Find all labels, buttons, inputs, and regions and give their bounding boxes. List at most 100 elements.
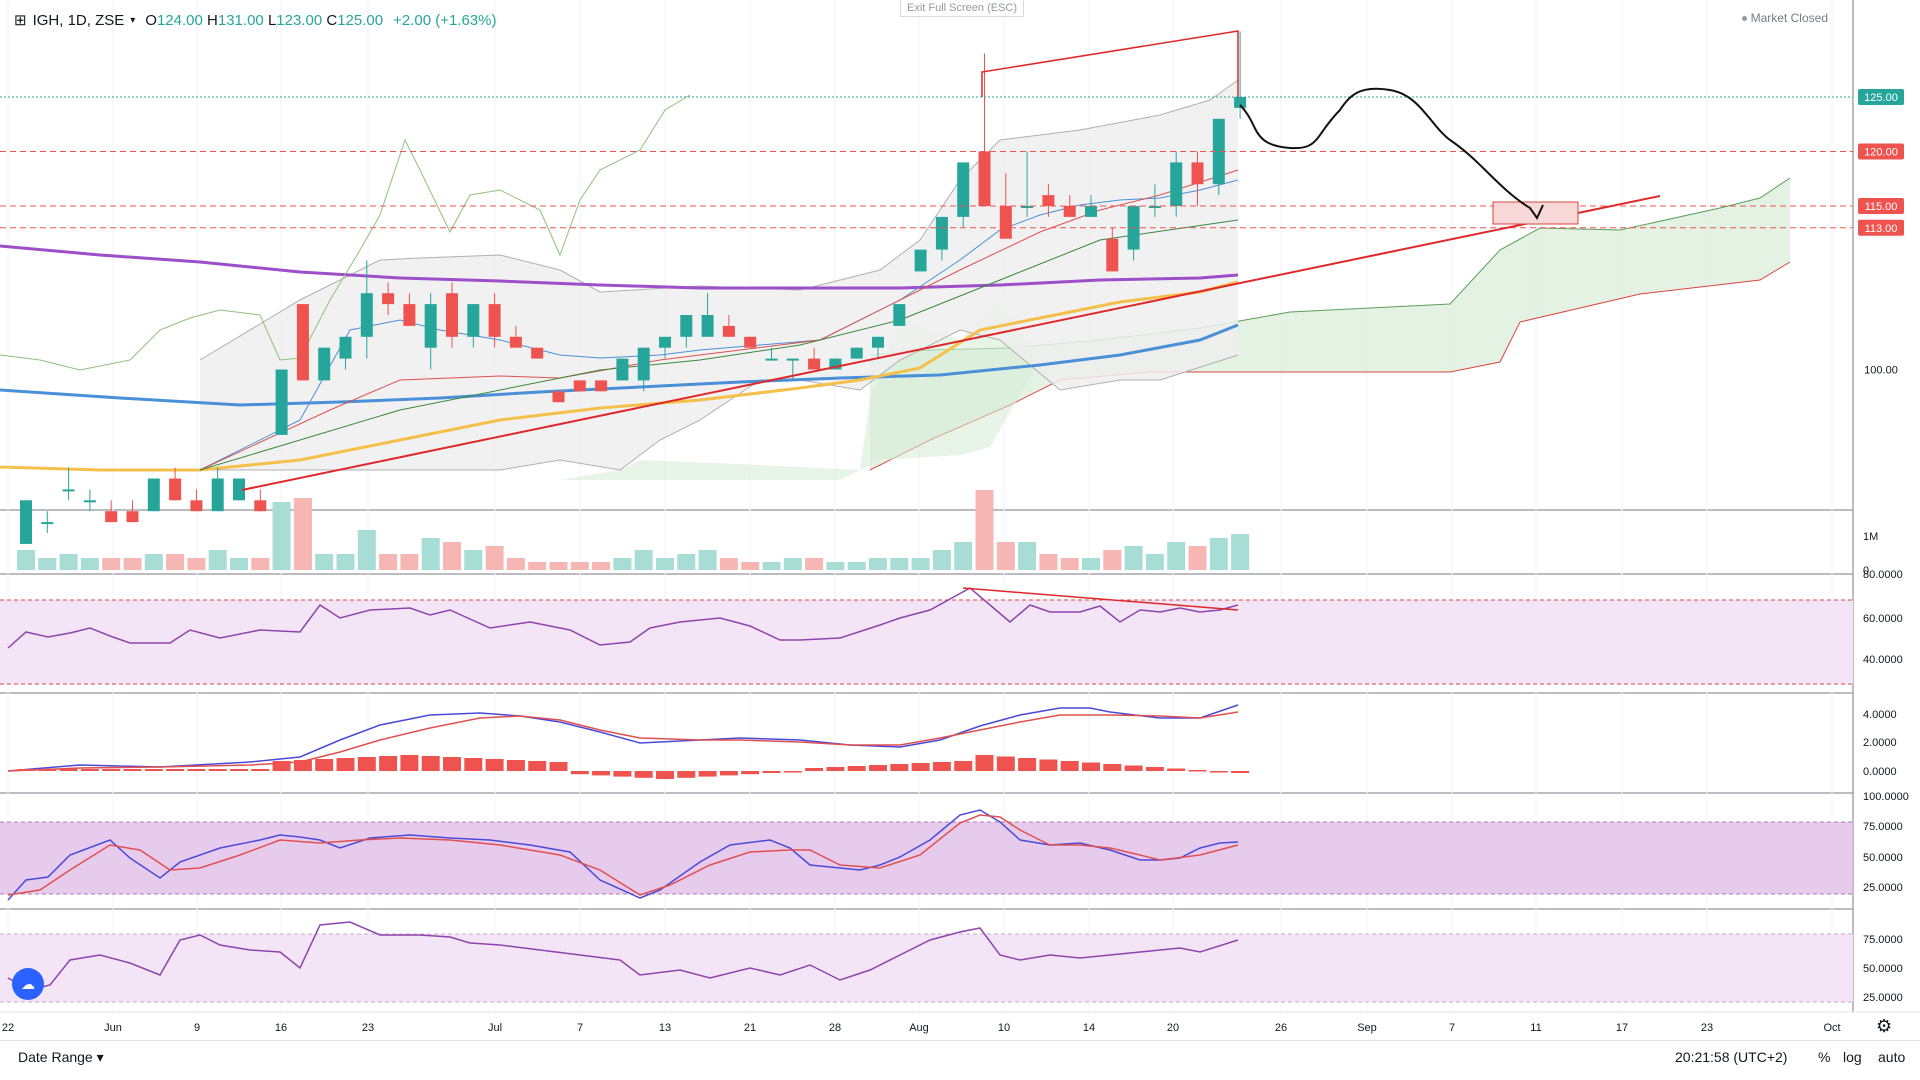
candle-body <box>1085 206 1097 217</box>
volume-bar <box>506 558 525 570</box>
candle-body <box>957 162 970 217</box>
macd-histogram-bar <box>187 769 206 771</box>
candle-body <box>147 478 160 512</box>
x-tick-label: 20 <box>1167 1022 1179 1034</box>
drawings <box>0 30 1853 491</box>
stoch-axis-label: 25.0000 <box>1863 882 1903 894</box>
volume-bar <box>1167 542 1186 570</box>
x-tick-label: Jun <box>104 1022 122 1034</box>
macd-histogram-bar <box>272 761 291 771</box>
exit-fullscreen-button[interactable]: Exit Full Screen (ESC) <box>900 0 1025 17</box>
stoch-d <box>7 814 1239 896</box>
candle-body <box>83 500 96 503</box>
candle-body <box>169 478 182 501</box>
candle-body <box>318 347 331 381</box>
x-tick-label: Oct <box>1823 1022 1840 1034</box>
macd-histogram-bar <box>1209 771 1228 773</box>
symbol-selector[interactable]: ⊞ IGH, 1D, ZSE ▾ <box>14 11 135 30</box>
macd-histogram-bar <box>805 768 824 771</box>
percent-scale-button[interactable]: % <box>1818 1049 1831 1065</box>
macd-histogram-bar <box>421 756 440 771</box>
log-scale-button[interactable]: log <box>1843 1049 1862 1065</box>
volume-bar <box>59 554 78 570</box>
macd-histogram-bar <box>698 771 717 777</box>
candle-body <box>531 347 544 359</box>
volume-bar <box>17 550 35 570</box>
stoch-k <box>7 809 1239 901</box>
price-chart[interactable]: 22 Jun 9 16 23 Jul 7 13 21 28 Aug 10 14 20 26 Sep 7 11 17 2… <box>0 0 1920 1040</box>
ma-50 <box>0 280 1239 472</box>
sub-panes <box>0 490 1853 1003</box>
macd-histogram-bar <box>847 766 866 771</box>
bollinger-upper <box>199 79 1239 361</box>
macd-histogram-bar <box>911 763 930 771</box>
volume-bar <box>1188 546 1207 570</box>
rsi-axis-label: 60.0000 <box>1863 613 1903 625</box>
x-tick-label: Sep <box>1357 1022 1377 1034</box>
candle-body <box>1212 118 1225 185</box>
volume-bar <box>144 554 163 570</box>
macd-histogram-bar <box>1103 764 1122 771</box>
macd-histogram-bar <box>1188 770 1207 772</box>
volume-bar <box>932 550 951 570</box>
volume-bar <box>1124 546 1143 570</box>
symbol-text: IGH, 1D, ZSE <box>32 11 125 29</box>
volume-bar <box>592 562 611 570</box>
chart-header: ⊞ IGH, 1D, ZSE ▾ O124.00 H131.00 L123.00… <box>14 9 496 31</box>
x-tick-label: 23 <box>362 1022 374 1034</box>
macd-histogram-bar <box>464 758 483 771</box>
status-dot-icon <box>1741 15 1747 21</box>
price-tag-113.00 <box>1858 219 1904 236</box>
candle-body <box>893 304 906 326</box>
macd-histogram-bar <box>528 761 547 771</box>
macd-histogram-bar <box>1231 771 1250 773</box>
x-tick-label: Jul <box>488 1022 502 1034</box>
volume-bar <box>1060 558 1079 570</box>
candle-body <box>233 478 245 501</box>
tradingview-logo-icon[interactable]: ☁ <box>12 968 44 1000</box>
macd-histogram-bar <box>762 771 781 773</box>
volume-bar <box>166 554 185 570</box>
price-tag-125.00 <box>1858 89 1904 105</box>
x-tick-label: 17 <box>1616 1022 1628 1034</box>
volume-bar <box>336 554 355 570</box>
volume-bar <box>613 558 632 570</box>
candle-body <box>446 293 458 337</box>
macd-histogram-bar <box>357 757 376 771</box>
volume-bar <box>890 558 909 570</box>
volume-bar <box>698 550 717 570</box>
macd-histogram-bar <box>144 769 163 771</box>
auto-scale-button[interactable]: auto <box>1878 1049 1906 1065</box>
x-tick-label: 7 <box>577 1022 583 1034</box>
gear-icon[interactable]: ⚙ <box>1876 1016 1893 1036</box>
volume-bar <box>293 498 312 570</box>
candle-body <box>1170 162 1183 206</box>
candle-body <box>872 336 884 348</box>
candle-body <box>190 500 203 512</box>
candle-body <box>1191 162 1204 185</box>
x-tick-label: 10 <box>998 1022 1010 1034</box>
price-tag-text: 113.00 <box>1865 223 1898 235</box>
macd-histogram-bar <box>1145 767 1164 771</box>
stoch-axis-label: 75.0000 <box>1863 821 1903 833</box>
x-tick-label: 9 <box>194 1022 200 1034</box>
candle-body <box>765 358 778 361</box>
volume-bar <box>656 558 674 570</box>
stoch-axis-label: 100.0000 <box>1863 791 1909 803</box>
volume-bar <box>528 562 547 570</box>
date-range-button[interactable]: Date Range ▾ <box>18 1049 104 1065</box>
macd-axis-label: 2.0000 <box>1863 737 1897 749</box>
volume-bar <box>315 554 334 570</box>
macd-histogram-bar <box>1060 761 1079 771</box>
macd-histogram-bar <box>613 771 632 777</box>
candle-body <box>701 315 714 337</box>
high-value: 131.00 <box>217 11 264 29</box>
candle-body <box>382 293 395 305</box>
macd-histogram-bar <box>230 769 248 771</box>
clock: 20:21:58 (UTC+2) <box>1675 1049 1788 1065</box>
candle-body <box>1234 97 1247 108</box>
macd-histogram-bar <box>656 771 674 779</box>
x-tick-label: Aug <box>909 1022 929 1034</box>
volume-axis-label: 1M <box>1863 531 1878 543</box>
macd-histogram-bar <box>634 771 653 778</box>
